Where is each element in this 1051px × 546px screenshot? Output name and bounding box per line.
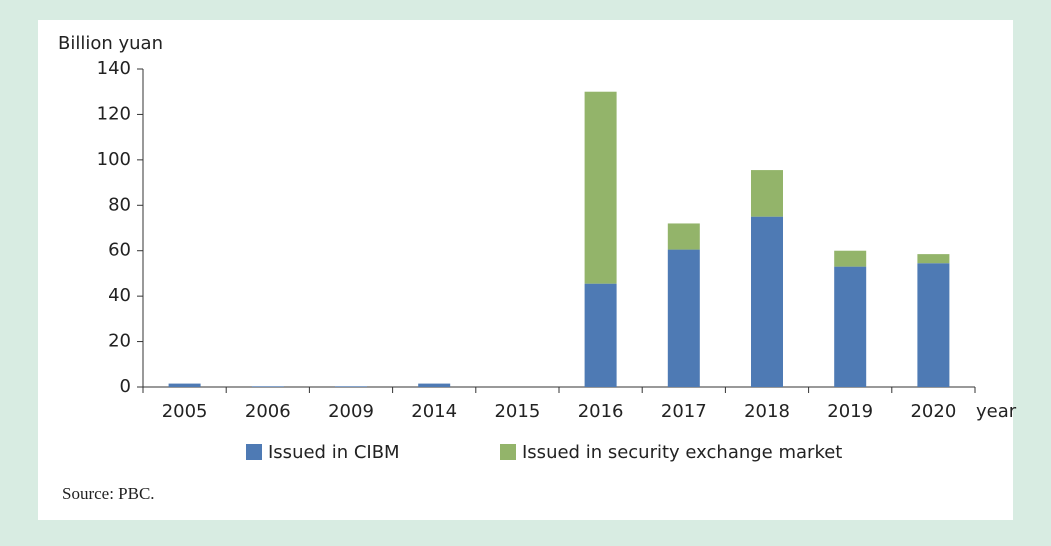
- x-tick-label: 2014: [411, 401, 457, 422]
- y-tick-label: 20: [108, 331, 131, 352]
- legend-label: Issued in security exchange market: [522, 442, 842, 463]
- bar: [584, 283, 617, 387]
- y-tick-label: 60: [108, 240, 131, 261]
- bar: [251, 386, 284, 387]
- x-tick-label: 2016: [578, 401, 624, 422]
- x-axis-label: year: [976, 401, 1017, 422]
- x-tick-label: 2005: [162, 401, 208, 422]
- x-tick-label: 2019: [827, 401, 873, 422]
- bar: [751, 170, 783, 217]
- bar: [917, 254, 950, 264]
- bar: [335, 386, 367, 387]
- source: Source: PBC.: [62, 484, 155, 503]
- x-tick-label: 2017: [661, 401, 707, 422]
- x-tick-label: 2006: [245, 401, 291, 422]
- y-tick-label: 40: [108, 285, 131, 306]
- x-tick-label: 2015: [494, 401, 540, 422]
- x-tick-label: 2020: [910, 401, 956, 422]
- legend-swatch: [500, 444, 516, 460]
- x-tick-label: 2018: [744, 401, 790, 422]
- legend-label: Issued in CIBM: [268, 442, 400, 463]
- bar: [667, 223, 700, 250]
- y-tick-label: 100: [97, 149, 131, 170]
- legend-swatch: [246, 444, 262, 460]
- bar: [834, 250, 867, 267]
- bar: [917, 263, 950, 387]
- bar: [667, 249, 700, 387]
- bar: [751, 216, 783, 387]
- y-tick-label: 0: [120, 376, 131, 397]
- y-tick-label: 120: [97, 103, 131, 124]
- y-axis-label: Billion yuan: [58, 33, 163, 54]
- bar: [418, 383, 451, 387]
- y-tick-label: 140: [97, 58, 131, 79]
- bar: [834, 266, 867, 387]
- bar: [168, 383, 201, 387]
- bar: [584, 91, 617, 284]
- y-tick-label: 80: [108, 194, 131, 215]
- x-tick-label: 2009: [328, 401, 374, 422]
